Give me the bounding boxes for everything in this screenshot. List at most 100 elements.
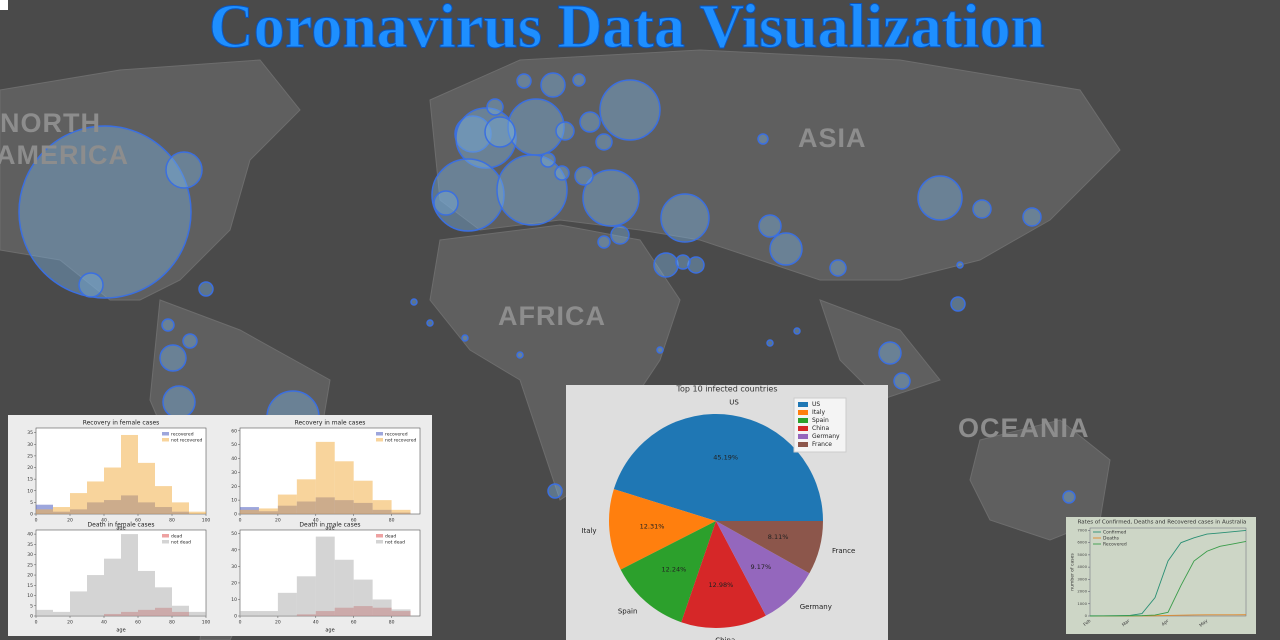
- legend-swatch: [376, 540, 383, 544]
- hist-bar: [372, 599, 392, 616]
- case-bubble: [572, 73, 586, 87]
- legend-label: not recovered: [171, 438, 202, 444]
- x-tick-label: 80: [169, 620, 175, 626]
- slice-label: France: [832, 547, 855, 555]
- y-tick-label: 10: [231, 597, 237, 603]
- case-bubble: [555, 121, 575, 141]
- legend-label: not recovered: [385, 438, 416, 444]
- legend-label: Italy: [812, 409, 825, 416]
- corner-marker: [0, 0, 8, 10]
- legend-label: US: [812, 401, 820, 408]
- legend-swatch: [376, 438, 383, 442]
- hist-bar: [155, 587, 172, 616]
- y-tick-label: 30: [27, 552, 33, 558]
- x-tick-label: 20: [67, 518, 73, 524]
- x-tick-label: 40: [101, 518, 107, 524]
- legend-swatch: [798, 426, 808, 431]
- legend-label: not dead: [171, 540, 191, 546]
- case-bubble: [540, 72, 566, 98]
- case-bubble: [687, 256, 705, 274]
- map-label: AMERICA: [0, 140, 129, 170]
- case-bubble: [757, 133, 769, 145]
- case-bubble: [769, 232, 803, 266]
- x-tick-label: 80: [389, 620, 395, 626]
- case-bubble: [507, 98, 565, 156]
- y-tick-label: 10: [27, 488, 33, 494]
- y-tick-label: 25: [27, 562, 33, 568]
- legend-swatch: [798, 418, 808, 423]
- y-tick-label: 40: [27, 532, 33, 538]
- case-bubble: [426, 319, 434, 327]
- hist-bar: [258, 508, 278, 514]
- case-bubble: [461, 334, 469, 342]
- hist-bar: [104, 467, 121, 514]
- x-tick-label: 60: [351, 620, 357, 626]
- y-tick-label: 7000: [1077, 527, 1087, 532]
- case-bubble: [972, 199, 992, 219]
- x-tick-label: 40: [313, 518, 319, 524]
- case-bubble: [516, 351, 524, 359]
- legend-swatch: [162, 534, 169, 538]
- case-bubble: [579, 111, 601, 133]
- case-bubbles: [18, 72, 1076, 504]
- legend-swatch: [798, 410, 808, 415]
- case-bubble: [486, 98, 504, 116]
- x-tick-label: 40: [101, 620, 107, 626]
- y-tick-label: 10: [27, 593, 33, 599]
- case-bubble: [917, 175, 963, 221]
- hist-bar: [391, 609, 411, 616]
- hist-bar: [353, 480, 373, 514]
- x-tick-label: 0: [239, 518, 242, 524]
- hist-bar: [121, 534, 138, 616]
- legend-swatch: [798, 434, 808, 439]
- map-label: ASIA: [798, 123, 867, 153]
- case-bubble: [610, 225, 630, 245]
- case-bubble: [161, 318, 175, 332]
- x-tick-label: 0: [35, 620, 38, 626]
- legend-swatch: [162, 540, 169, 544]
- y-tick-label: 20: [231, 484, 237, 490]
- y-tick-label: 4000: [1077, 564, 1087, 569]
- case-bubble: [182, 333, 198, 349]
- x-tick-label: 60: [135, 518, 141, 524]
- legend-label: France: [812, 441, 832, 448]
- legend-label: China: [812, 425, 829, 432]
- legend-swatch: [798, 442, 808, 447]
- case-bubble: [159, 344, 187, 372]
- case-bubble: [878, 341, 902, 365]
- y-tick-label: 35: [27, 430, 33, 436]
- case-bubble: [793, 327, 801, 335]
- hist-bar: [189, 611, 206, 616]
- slice-label: Spain: [618, 607, 638, 615]
- case-bubble: [582, 169, 640, 227]
- case-bubble: [454, 115, 492, 153]
- hist-bar: [315, 536, 335, 616]
- slice-value-label: 8.11%: [768, 533, 789, 541]
- slice-label: Italy: [581, 527, 596, 535]
- y-tick-label: 50: [231, 442, 237, 448]
- legend-label: Deaths: [1103, 536, 1120, 542]
- y-tick-label: 20: [27, 573, 33, 579]
- slice-label: China: [715, 636, 735, 640]
- hist-bar: [172, 502, 189, 514]
- y-tick-label: 40: [231, 456, 237, 462]
- y-axis-label: number of cases: [1070, 553, 1076, 591]
- case-bubble: [78, 272, 104, 298]
- y-tick-label: 10: [231, 498, 237, 504]
- hist-bar: [104, 558, 121, 616]
- hist-bar: [189, 511, 206, 514]
- x-axis-label: age: [325, 628, 334, 634]
- legend-label: Spain: [812, 417, 829, 424]
- case-bubble: [554, 165, 570, 181]
- y-tick-label: 5: [30, 500, 33, 506]
- legend-label: Germany: [812, 433, 840, 440]
- y-tick-label: 0: [1085, 613, 1088, 618]
- case-bubble: [660, 193, 710, 243]
- slice-value-label: 12.31%: [640, 522, 665, 530]
- chart-title: Death in female cases: [88, 522, 155, 529]
- page-title: Coronavirus Data Visualization: [209, 0, 1045, 61]
- case-bubble: [516, 73, 532, 89]
- hist-bar: [172, 605, 189, 616]
- hist-bar: [258, 611, 278, 616]
- y-tick-label: 5: [30, 603, 33, 609]
